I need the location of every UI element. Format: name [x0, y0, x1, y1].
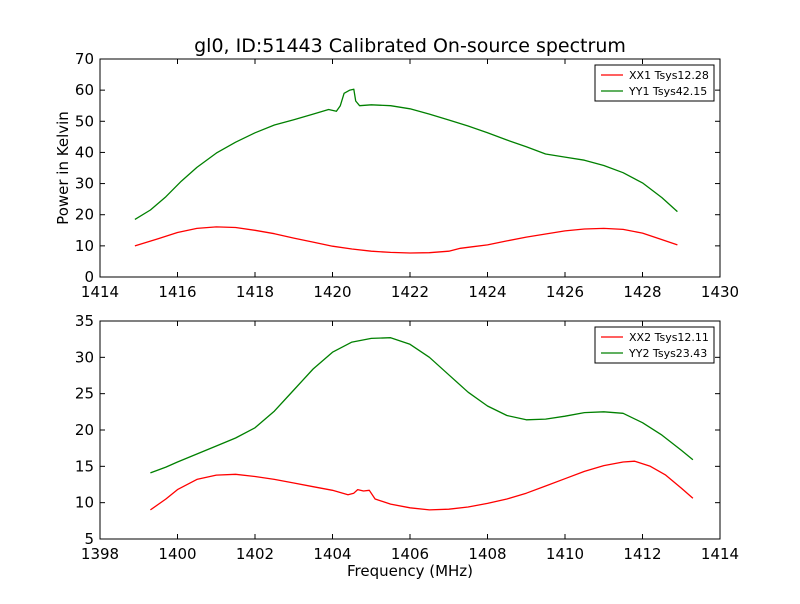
y-tick-label: 70: [75, 50, 94, 68]
legend-entry: YY1 Tsys42.15: [628, 85, 707, 98]
x-tick-label: 1398: [81, 545, 119, 563]
x-tick-label: 1424: [468, 283, 506, 301]
legend-box: [594, 326, 715, 364]
y-tick-label: 20: [75, 421, 94, 439]
x-tick-label: 1422: [391, 283, 429, 301]
y-tick-label: 15: [75, 457, 94, 475]
y-tick-label: 10: [75, 494, 94, 512]
x-tick-label: 1414: [701, 545, 739, 563]
legend-box: [594, 64, 715, 102]
y-tick-label: 5: [84, 530, 94, 548]
x-tick-label: 1428: [623, 283, 661, 301]
figure-title: gl0, ID:51443 Calibrated On-source spect…: [194, 35, 626, 57]
x-tick-label: 1418: [236, 283, 274, 301]
x-tick-label: 1416: [158, 283, 196, 301]
x-tick-label: 1420: [313, 283, 351, 301]
y-tick-label: 60: [75, 81, 94, 99]
y-tick-label: 50: [75, 112, 94, 130]
subplot-1: 1414 1416 1418 1420 1422 1424 1426 1428 1430 0 10 2…: [54, 50, 739, 301]
x-tick-label: 1412: [623, 545, 661, 563]
y-axis-label: Power in Kelvin: [54, 111, 72, 225]
y-tick-label: 40: [75, 143, 94, 161]
y-tick-label: 30: [75, 348, 94, 366]
subplot-2: 1398 1400 1402 1404 1406 1408 1410 1412 1414 5 10 1…: [75, 312, 739, 580]
y-tick-label: 30: [75, 175, 94, 193]
y-tick-label: 25: [75, 385, 94, 403]
x-tick-label: 1430: [701, 283, 739, 301]
legend-entry: XX1 Tsys12.28: [629, 69, 709, 82]
x-axis-label: Frequency (MHz): [347, 562, 473, 580]
legend-entry: XX2 Tsys12.11: [629, 331, 709, 344]
y-tick-label: 10: [75, 237, 94, 255]
y-tick-label: 35: [75, 312, 94, 330]
x-tick-label: 1410: [546, 545, 584, 563]
legend-entry: YY2 Tsys23.43: [628, 347, 707, 360]
x-tick-label: 1400: [158, 545, 196, 563]
x-tick-label: 1406: [391, 545, 429, 563]
series-line-yy1: [134, 88, 678, 220]
series-line-yy2: [150, 337, 694, 474]
x-tick-label: 1404: [313, 545, 351, 563]
series-line-xx2: [150, 460, 694, 511]
y-tick-label: 0: [84, 268, 94, 286]
x-tick-label: 1408: [468, 545, 506, 563]
legend: XX1 Tsys12.28 YY1 Tsys42.15: [594, 64, 715, 102]
series-line-xx1: [134, 226, 678, 254]
legend: XX2 Tsys12.11 YY2 Tsys23.43: [594, 326, 715, 364]
y-tick-label: 20: [75, 206, 94, 224]
x-tick-label: 1414: [81, 283, 119, 301]
x-tick-label: 1402: [236, 545, 274, 563]
x-tick-label: 1426: [546, 283, 584, 301]
